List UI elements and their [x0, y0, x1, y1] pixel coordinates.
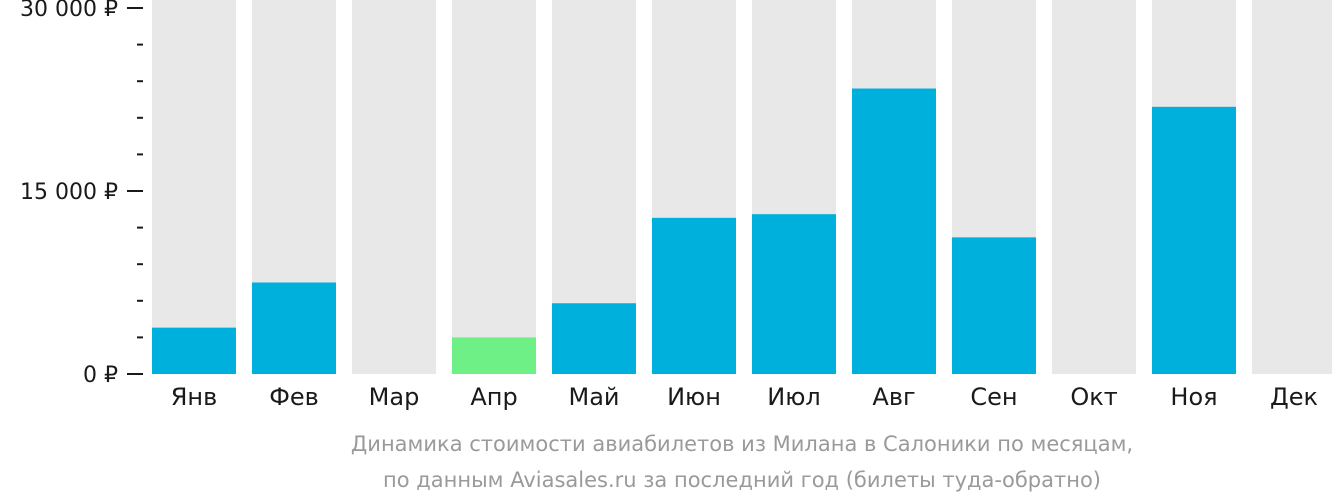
bar: [552, 303, 636, 374]
x-tick-label: Авг: [872, 383, 915, 411]
caption-line-2: по данным Aviasales.ru за последний год …: [383, 468, 1101, 492]
background-column: [452, 0, 536, 374]
y-tick-label: 0 ₽: [83, 363, 118, 388]
x-tick-label: Май: [568, 383, 619, 411]
x-tick-label: Июн: [667, 383, 721, 411]
x-tick-label: Янв: [171, 383, 218, 411]
x-tick-label: Окт: [1070, 383, 1117, 411]
background-column: [1252, 0, 1332, 374]
x-tick-label: Мар: [369, 383, 420, 411]
x-tick-label: Сен: [970, 383, 1017, 411]
bar: [452, 337, 536, 374]
x-tick-label: Дек: [1270, 383, 1318, 411]
background-column: [352, 0, 436, 374]
bar: [252, 282, 336, 374]
background-column: [152, 0, 236, 374]
background-column: [1052, 0, 1136, 374]
x-tick-label: Апр: [470, 383, 517, 411]
bar: [852, 88, 936, 375]
y-axis: 0 ₽ 15 000 ₽ 30 000 ₽: [20, 0, 143, 388]
bars: [152, 88, 1236, 375]
y-tick-label: 15 000 ₽: [20, 180, 118, 205]
caption-line-1: Динамика стоимости авиабилетов из Милана…: [351, 432, 1133, 456]
x-tick-label: Ноя: [1170, 383, 1217, 411]
x-axis-labels: Янв Фев Мар Апр Май Июн Июл Авг Сен Окт Ноя Дек: [171, 383, 1318, 411]
bar: [752, 214, 836, 374]
bar: [1152, 106, 1236, 374]
y-tick-label: 30 000 ₽: [20, 0, 118, 22]
bar: [152, 327, 236, 374]
bar: [952, 237, 1036, 374]
x-tick-label: Фев: [269, 383, 319, 411]
bar: [652, 217, 736, 374]
x-tick-label: Июл: [767, 383, 821, 411]
